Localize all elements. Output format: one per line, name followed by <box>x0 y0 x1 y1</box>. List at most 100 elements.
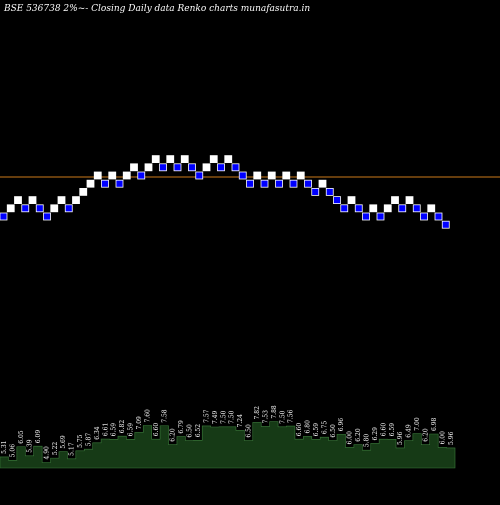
renko-brick-up <box>391 196 399 205</box>
renko-brick-up <box>93 171 102 180</box>
volume-label: 6.20 <box>170 428 177 442</box>
renko-brick-up <box>202 163 211 172</box>
volume-label: 7.88 <box>271 405 278 419</box>
renko-brick-down <box>333 196 341 205</box>
chart-title: BSE 536738 2%~- Closing Daily data Renko… <box>3 4 310 14</box>
volume-label: 6.49 <box>406 424 413 438</box>
renko-brick-down <box>217 163 225 172</box>
volume-label: 5.22 <box>52 442 59 456</box>
renko-brick-down <box>289 179 298 188</box>
renko-brick-down <box>173 163 182 172</box>
volume-label: 7.49 <box>212 410 219 424</box>
volume-label: 6.60 <box>153 423 160 437</box>
renko-brick-down <box>0 212 8 221</box>
volume-label: 4.90 <box>43 446 50 460</box>
renko-brick-up <box>144 163 153 172</box>
renko-brick-down <box>441 220 450 229</box>
renko-brick-up <box>151 155 160 164</box>
volume-label: 6.34 <box>94 426 101 440</box>
renko-brick-up <box>72 196 80 205</box>
renko-brick-up <box>224 155 233 164</box>
volume-label: 6.82 <box>119 420 126 434</box>
renko-brick-down <box>311 187 320 196</box>
renko-brick-down <box>420 212 428 221</box>
renko-brick-down <box>21 204 30 213</box>
renko-brick-down <box>115 179 124 188</box>
renko-brick-down <box>340 204 349 213</box>
renko-brick-down <box>64 204 73 213</box>
renko-brick-up <box>180 155 189 164</box>
renko-brick-down <box>325 187 334 196</box>
volume-label: 7.60 <box>144 409 151 423</box>
renko-brick-up <box>209 155 218 164</box>
volume-labels: 5.31 5.066.055.396.094.90 5.22 5.695.175.75… <box>1 405 455 459</box>
volume-label: 6.52 <box>195 424 202 438</box>
volume-area <box>0 421 456 469</box>
volume-label: 7.00 <box>414 417 421 431</box>
renko-brick-up <box>267 171 276 180</box>
renko-brick-down <box>101 179 109 188</box>
renko-brick-down <box>434 212 443 221</box>
volume-label: 6.00 <box>439 431 446 445</box>
volume-label: 6.50 <box>246 424 253 438</box>
volume-label: 7.58 <box>161 409 168 423</box>
volume-label: 6.59 <box>111 423 118 437</box>
volume-label: 6.96 <box>338 418 345 432</box>
volume-label: 6.50 <box>330 424 337 438</box>
volume-label: 7.53 <box>262 410 269 424</box>
renko-brick-down <box>231 163 240 172</box>
volume-label: 5.06 <box>10 444 17 458</box>
renko-brick-down <box>137 171 146 180</box>
volume-label: 6.59 <box>313 423 320 437</box>
volume-label: 5.31 <box>1 441 8 454</box>
renko-brick-down <box>35 204 44 213</box>
renko-brick-down <box>195 171 204 180</box>
volume-label: 6.60 <box>296 423 303 437</box>
renko-brick-up <box>347 196 356 205</box>
renko-brick-up <box>6 204 15 213</box>
volume-label: 7.50 <box>220 410 227 424</box>
volume-label: 7.09 <box>136 416 143 430</box>
volume-label: 7.24 <box>237 414 244 428</box>
volume-label: 7.50 <box>279 410 286 424</box>
renko-brick-down <box>43 212 51 221</box>
renko-brick-down <box>376 212 385 221</box>
renko-brick-up <box>318 179 327 188</box>
volume-label: 6.79 <box>178 420 185 434</box>
volume-label: 5.96 <box>397 431 404 445</box>
renko-brick-up <box>296 171 305 180</box>
volume-label: 6.80 <box>305 420 312 434</box>
volume-label: 6.59 <box>128 423 135 437</box>
renko-brick-up <box>57 196 66 205</box>
volume-label: 6.98 <box>431 417 438 431</box>
renko-brick-down <box>275 179 283 188</box>
volume-label: 6.20 <box>423 428 430 442</box>
renko-brick-up <box>14 196 22 205</box>
volume-label: 7.82 <box>254 406 261 420</box>
volume-label: 7.50 <box>229 410 236 424</box>
renko-brick-up <box>166 155 175 164</box>
renko-brick-down <box>354 204 363 213</box>
volume-label: 5.39 <box>26 439 33 453</box>
renko-brick-down <box>362 212 370 221</box>
volume-label: 6.05 <box>18 430 25 444</box>
volume-label: 6.50 <box>187 424 194 438</box>
renko-brick-up <box>130 163 138 172</box>
renko-brick-down <box>188 163 196 172</box>
renko-brick-down <box>304 179 312 188</box>
volume-label: 7.57 <box>203 409 210 423</box>
renko-brick-down <box>238 171 247 180</box>
renko-brick-up <box>86 179 95 188</box>
volume-label: 5.17 <box>69 442 76 456</box>
renko-brick-up <box>427 204 436 213</box>
volume-label: 6.61 <box>102 423 109 436</box>
renko-brick-up <box>369 204 378 213</box>
renko-brick-down <box>260 179 269 188</box>
volume-label: 6.75 <box>321 421 328 435</box>
renko-bricks <box>0 155 450 229</box>
renko-brick-up <box>383 204 392 213</box>
volume-label: 5.96 <box>448 431 455 445</box>
